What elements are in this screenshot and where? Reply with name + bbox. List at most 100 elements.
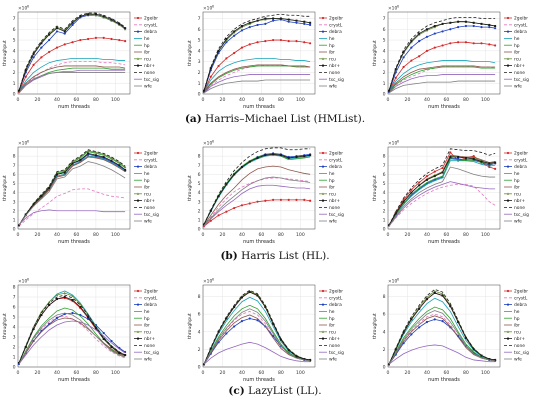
x-tick-label: 0 bbox=[387, 97, 390, 103]
data-point bbox=[87, 13, 90, 16]
series-line-nbr+ bbox=[203, 153, 311, 225]
data-point bbox=[209, 219, 212, 222]
legend-marker bbox=[322, 337, 324, 340]
y-tick-label: 6 bbox=[13, 172, 16, 178]
y-tick-label: 1 bbox=[13, 81, 16, 87]
series-line-rcu bbox=[18, 292, 126, 364]
data-point bbox=[71, 294, 74, 297]
data-point bbox=[287, 40, 290, 43]
series-line-hp bbox=[388, 158, 496, 226]
y-tick-label: 4 bbox=[383, 329, 386, 335]
legend-label-hp: hp bbox=[514, 178, 520, 184]
legend-label-tsc_sig: tsc_sig bbox=[144, 212, 159, 218]
data-point bbox=[488, 26, 491, 29]
data-point bbox=[418, 32, 421, 35]
x-tick-label: 0 bbox=[202, 97, 205, 103]
data-point bbox=[118, 38, 121, 42]
y-axis-label: throughput bbox=[2, 313, 8, 339]
series-line-none bbox=[203, 147, 311, 225]
legend-marker bbox=[321, 330, 325, 333]
data-point bbox=[287, 20, 290, 23]
y-tick-label: 6 bbox=[198, 27, 201, 33]
series-line-none bbox=[18, 294, 126, 364]
data-point bbox=[94, 13, 97, 16]
multiplier-exponent: 6 bbox=[212, 140, 214, 144]
y-tick-label: 8 bbox=[13, 285, 16, 291]
x-tick-label: 40 bbox=[239, 232, 245, 238]
series-line-he bbox=[388, 297, 496, 365]
y-tick-label: 7 bbox=[13, 16, 16, 22]
data-point bbox=[272, 38, 275, 42]
y-tick-label: 3 bbox=[13, 335, 16, 341]
data-point bbox=[425, 178, 428, 181]
series-line-he bbox=[388, 60, 496, 93]
series-line-crystL bbox=[18, 188, 126, 227]
data-point bbox=[309, 154, 312, 157]
legend-label-tsc_sig: tsc_sig bbox=[144, 350, 159, 356]
x-tick-label: 40 bbox=[239, 370, 245, 376]
legend-label-debra: debra bbox=[514, 302, 527, 308]
data-point bbox=[287, 349, 290, 352]
x-tick-label: 60 bbox=[259, 370, 265, 376]
legend-marker bbox=[507, 199, 509, 202]
legend-label-rcu: rcu bbox=[514, 191, 521, 197]
x-tick-label: 0 bbox=[17, 97, 20, 103]
data-point bbox=[48, 50, 51, 54]
legend-label-ibr: ibr bbox=[329, 185, 335, 191]
data-point bbox=[441, 166, 444, 170]
series-line-none bbox=[203, 13, 311, 91]
legend-label-2geibr: 2geibr bbox=[514, 16, 528, 22]
legend-label-2geibr: 2geibr bbox=[144, 151, 158, 157]
series-line-hp bbox=[203, 65, 311, 94]
legend-label-ibr: ibr bbox=[514, 185, 520, 191]
data-point bbox=[494, 161, 497, 164]
data-point bbox=[402, 65, 405, 69]
legend-label-crystL: crystL bbox=[514, 22, 528, 28]
data-point bbox=[110, 156, 113, 159]
data-point bbox=[441, 320, 444, 323]
legend-label-tsc_sig: tsc_sig bbox=[329, 212, 344, 218]
data-point bbox=[40, 56, 43, 59]
data-point bbox=[240, 296, 243, 299]
x-tick-label: 40 bbox=[424, 370, 430, 376]
legend-marker bbox=[506, 330, 510, 333]
data-point bbox=[124, 40, 127, 43]
y-tick-label: 1 bbox=[13, 355, 16, 361]
series-line-debra bbox=[203, 152, 311, 225]
data-point bbox=[425, 175, 429, 178]
x-tick-label: 20 bbox=[405, 232, 411, 238]
series-line-hp bbox=[388, 306, 496, 365]
y-tick-label: 1 bbox=[383, 217, 386, 223]
x-tick-label: 100 bbox=[481, 97, 490, 103]
data-point bbox=[102, 152, 105, 156]
data-point bbox=[433, 46, 436, 49]
series-line-hp bbox=[388, 66, 496, 94]
data-point bbox=[309, 199, 312, 202]
legend-label-crystL: crystL bbox=[144, 157, 158, 163]
x-tick-label: 40 bbox=[424, 232, 430, 238]
y-tick-label: 2 bbox=[383, 208, 386, 214]
series-line-wfe bbox=[18, 161, 126, 226]
x-tick-label: 80 bbox=[278, 97, 284, 103]
x-axis-label: num threads bbox=[428, 104, 460, 110]
data-point bbox=[449, 42, 452, 45]
series-line-none bbox=[203, 289, 311, 365]
caption-text: LazyList (LL). bbox=[248, 385, 322, 397]
series-line-hp bbox=[18, 307, 126, 365]
data-point bbox=[63, 32, 66, 35]
y-tick-label: 6 bbox=[198, 312, 201, 318]
data-point bbox=[464, 336, 467, 339]
legend-marker bbox=[137, 64, 139, 67]
data-point bbox=[264, 154, 267, 157]
y-tick-label: 2 bbox=[383, 347, 386, 353]
y-tick-label: 0 bbox=[383, 227, 386, 233]
plot-frame bbox=[387, 11, 501, 95]
legend-marker bbox=[321, 16, 325, 20]
data-point bbox=[494, 27, 497, 30]
data-point bbox=[102, 331, 105, 335]
y-tick-label: 5 bbox=[13, 38, 16, 44]
data-point bbox=[55, 298, 58, 300]
data-point bbox=[264, 17, 267, 20]
data-point bbox=[225, 332, 228, 335]
